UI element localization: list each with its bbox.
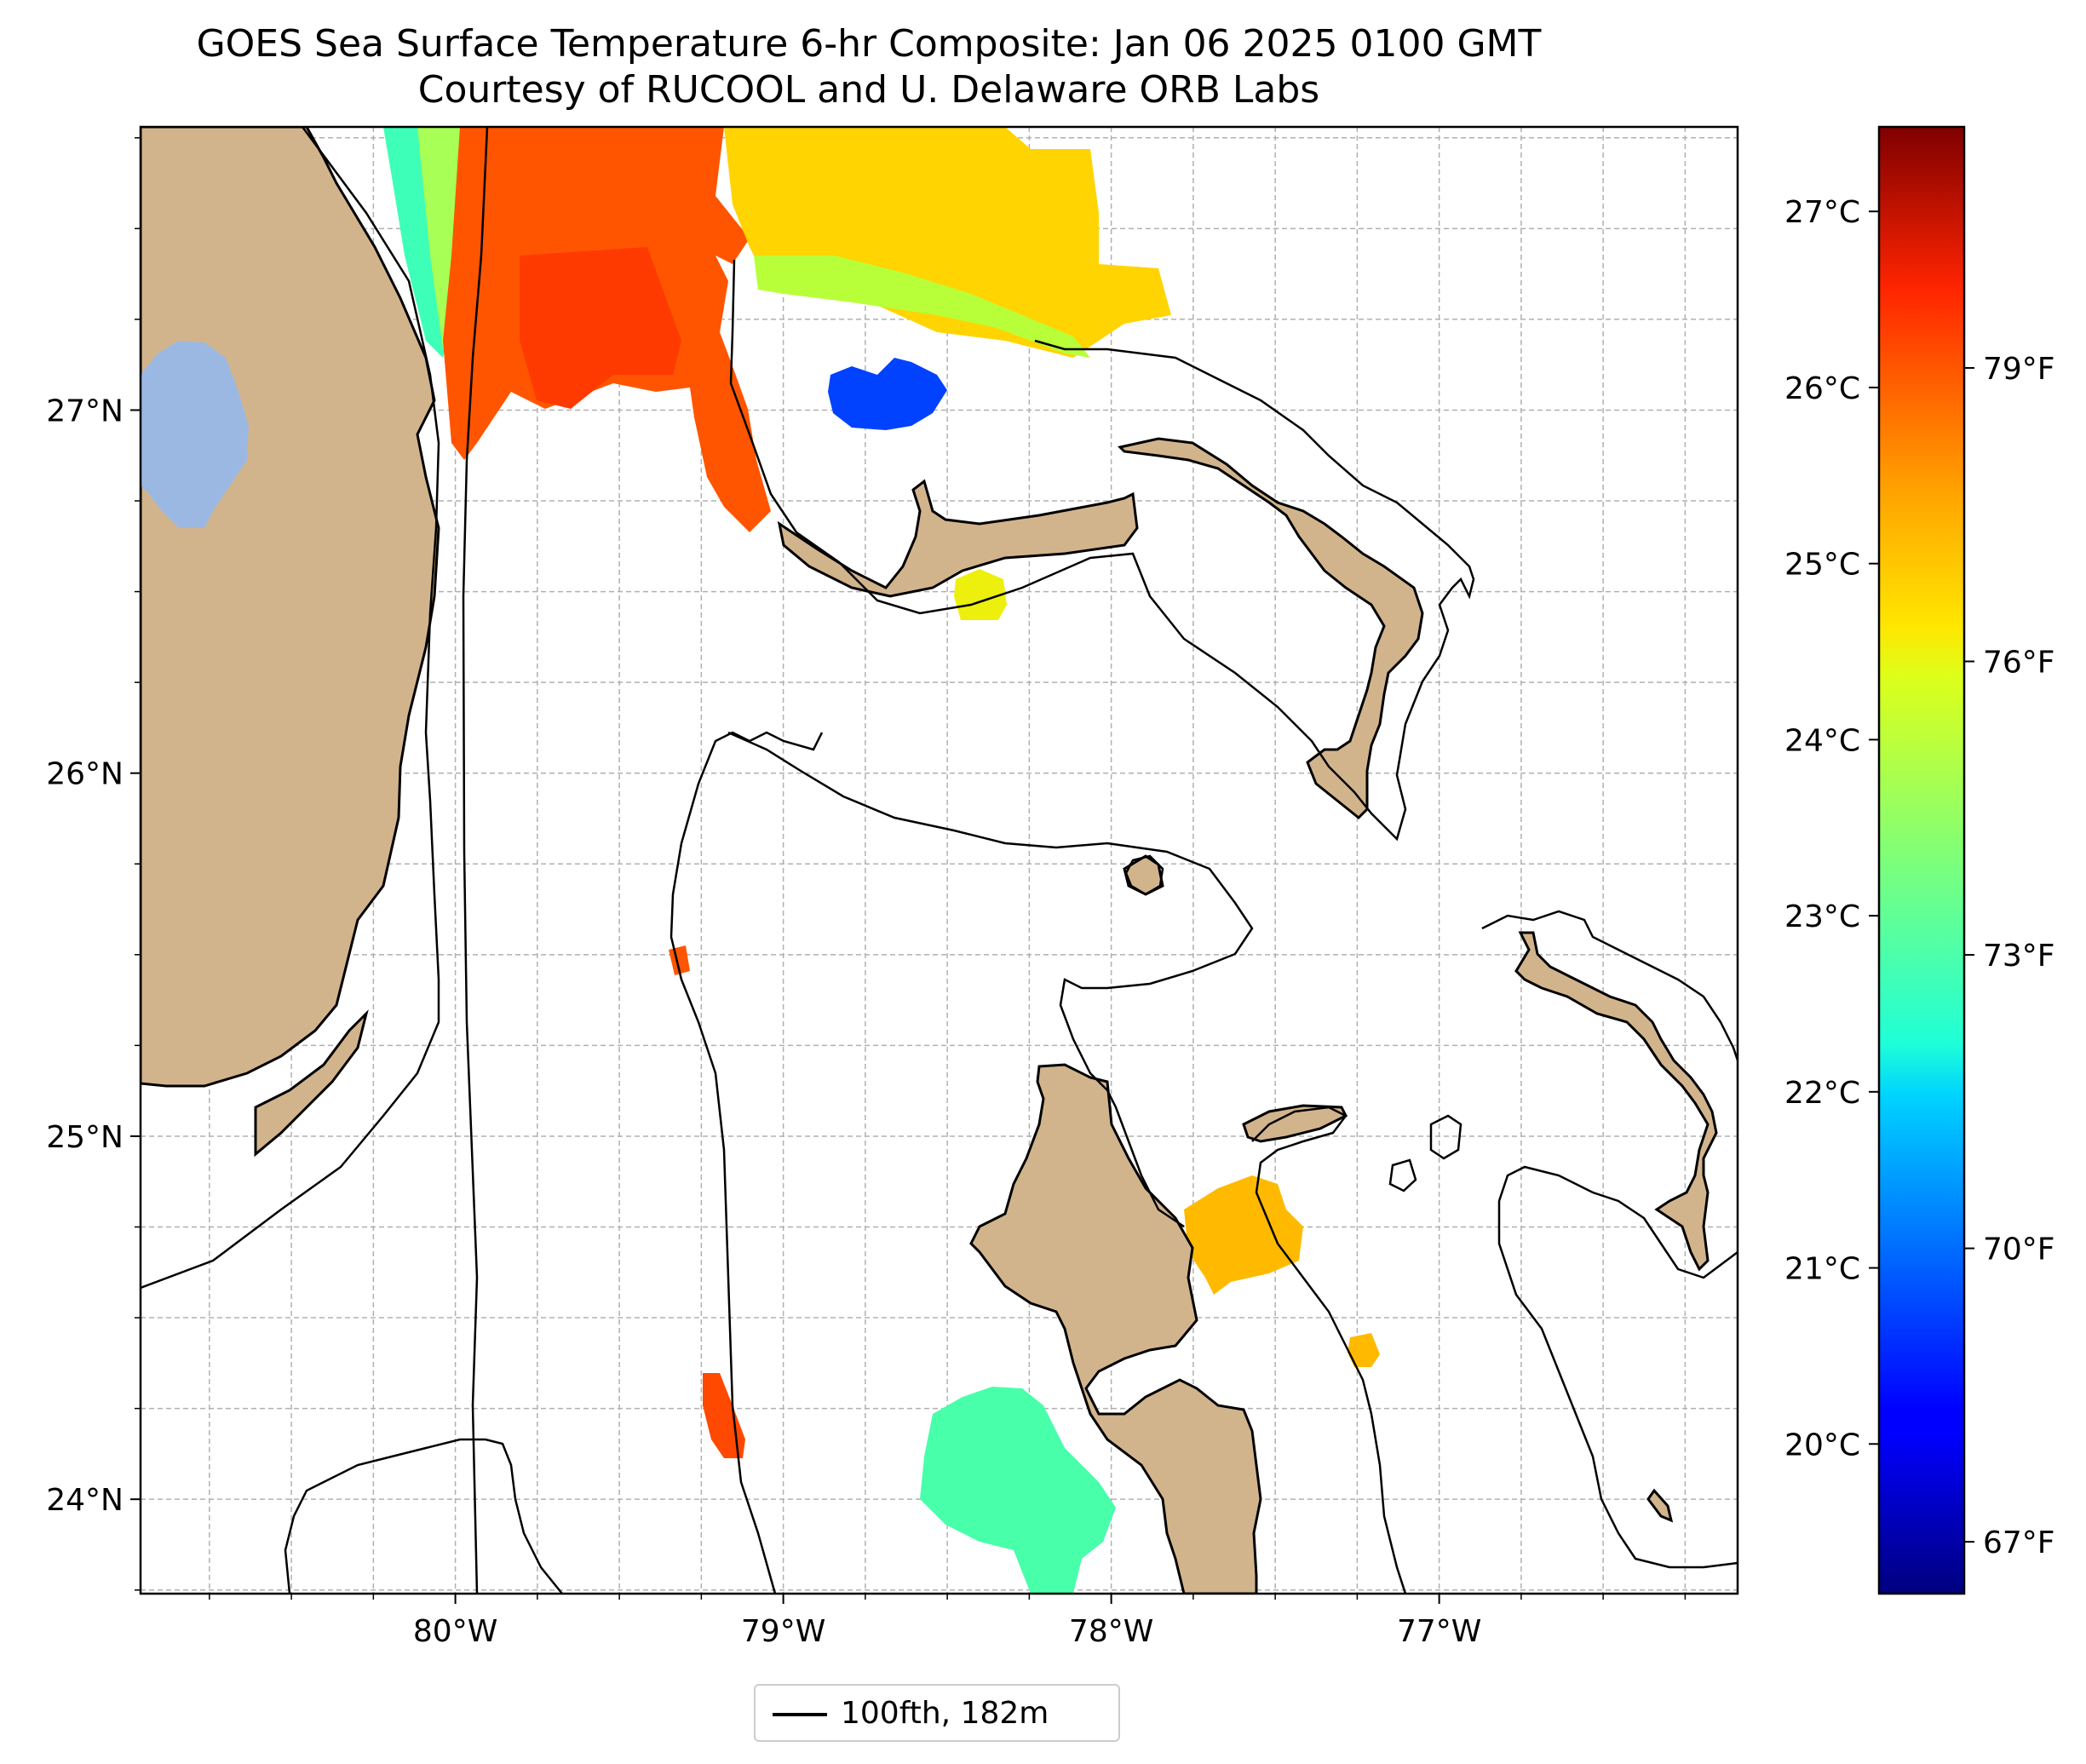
colorbar-label-celsius: 25°C xyxy=(1784,548,1860,583)
colorbar-label-celsius: 23°C xyxy=(1784,899,1860,934)
map-axis-labels: 80°W 79°W 78°W 77°W 27°N 26°N 25°N 24°N xyxy=(46,394,1481,1649)
land-andros xyxy=(969,1063,1262,1594)
colorbar-label-celsius: 22°C xyxy=(1784,1076,1860,1111)
colorbar-label-celsius: 20°C xyxy=(1784,1428,1860,1462)
isobath-little-bahama-bank xyxy=(729,259,1475,842)
lat-tick-label: 27°N xyxy=(46,394,124,428)
sst-patch-north-yellow xyxy=(724,127,1171,358)
land-keys xyxy=(254,1009,369,1158)
isobath-tongue-of-ocean xyxy=(1251,1106,1407,1594)
colorbar-ticks xyxy=(1869,210,1974,1543)
map-frame xyxy=(139,125,1739,1595)
land-abaco xyxy=(1118,437,1424,820)
isobath-west-bahama-bank xyxy=(462,127,489,1594)
chart-title: GOES Sea Surface Temperature 6-hr Compos… xyxy=(196,22,1542,66)
isobath-100fth-layer xyxy=(141,127,1738,1594)
map-axis-ticks xyxy=(130,137,1687,1604)
sst-patch-gulfstream-core xyxy=(520,247,681,409)
colorbar-label-celsius: 21°C xyxy=(1784,1252,1860,1287)
isobath-tongue-of-ocean-north xyxy=(727,731,1254,1228)
legend-label: 100fth, 182m xyxy=(841,1696,1049,1731)
chart-subtitle: Courtesy of RUCOOL and U. Delaware ORB L… xyxy=(417,68,1320,112)
isobath-islet-2 xyxy=(1429,1114,1462,1160)
sst-patch-andros-orange xyxy=(1184,1175,1303,1295)
colorbar-label-fahrenheit: 73°F xyxy=(1983,939,2055,974)
colorbar-label-fahrenheit: 79°F xyxy=(1983,352,2055,387)
sst-patch-small-yellow xyxy=(954,569,1007,620)
isobath-islet-1 xyxy=(1124,854,1164,896)
lon-tick-label: 78°W xyxy=(1069,1614,1153,1649)
isobath-eleuthera xyxy=(1481,910,1738,1061)
colorbar xyxy=(1877,125,1966,1595)
isobath-great-bahama-bank-west xyxy=(669,731,824,1594)
colorbar-label-fahrenheit: 67°F xyxy=(1983,1526,2055,1560)
sst-patch-aqua-south xyxy=(920,1387,1116,1594)
land-grand-bahama xyxy=(777,479,1139,598)
sst-patch-red-south xyxy=(703,1373,745,1458)
lon-tick-label: 80°W xyxy=(413,1614,497,1649)
isobath-florida-shelf xyxy=(141,127,440,1290)
lat-tick-label: 24°N xyxy=(46,1483,124,1518)
colorbar-label-fahrenheit: 70°F xyxy=(1983,1233,2055,1267)
sst-data-layer xyxy=(383,127,1380,1594)
land-exuma-cays xyxy=(1646,1488,1674,1523)
land-eleuthera xyxy=(1514,931,1718,1272)
map-area xyxy=(141,127,1738,1594)
colorbar-label-celsius: 27°C xyxy=(1784,195,1860,230)
lat-tick-label: 25°N xyxy=(46,1120,124,1155)
colorbar-label-celsius: 26°C xyxy=(1784,371,1860,406)
legend: 100fth, 182m xyxy=(754,1684,1120,1742)
isobath-cay-sal-bank xyxy=(284,1438,563,1594)
land-layer xyxy=(141,127,1718,1594)
sst-patch-cold-blue xyxy=(828,358,947,430)
sst-patch-north-green xyxy=(754,256,1090,358)
isobath-islet-3 xyxy=(1388,1158,1417,1192)
lon-tick-label: 79°W xyxy=(741,1614,825,1649)
lon-tick-label: 77°W xyxy=(1397,1614,1481,1649)
legend-line-swatch xyxy=(773,1713,827,1716)
isobath-exuma-sound xyxy=(1497,1165,1738,1569)
lat-tick-label: 26°N xyxy=(46,757,124,792)
sst-patch-small-orange xyxy=(1348,1333,1380,1367)
lake-okeechobee xyxy=(141,341,249,528)
colorbar-labels: 27°C 26°C 25°C 24°C 23°C 22°C 21°C 20°C 79°F 76°F… xyxy=(1784,195,2054,1560)
colorbar-label-fahrenheit: 76°F xyxy=(1983,646,2055,681)
land-florida xyxy=(141,127,440,1088)
colorbar-label-celsius: 24°C xyxy=(1784,723,1860,758)
